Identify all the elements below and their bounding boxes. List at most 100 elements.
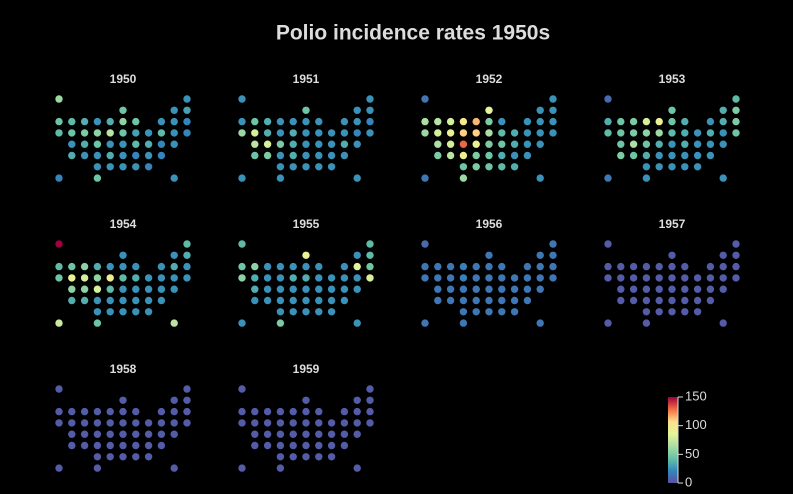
state-dot — [642, 319, 651, 327]
state-dot — [366, 419, 374, 427]
state-dot — [655, 296, 663, 305]
colorbar-tick-label: 50 — [685, 446, 699, 461]
state-dot — [302, 407, 310, 416]
state-dot — [732, 240, 740, 248]
state-dot — [366, 251, 374, 259]
state-dot — [353, 140, 361, 148]
state-dot — [263, 285, 272, 293]
state-dot — [536, 129, 544, 137]
state-dot — [144, 140, 153, 148]
state-dot — [132, 453, 140, 461]
state-dot — [93, 117, 102, 126]
state-dot — [327, 285, 336, 293]
state-dot — [510, 274, 519, 282]
state-dot — [434, 140, 442, 148]
state-dot — [719, 117, 727, 126]
state-dot — [353, 262, 361, 271]
state-dot — [238, 319, 246, 327]
state-dot — [459, 163, 468, 171]
state-dot — [523, 296, 532, 305]
state-dot — [523, 274, 532, 282]
state-dot — [459, 129, 468, 137]
state-dot — [617, 274, 625, 282]
state-dot — [157, 419, 166, 427]
state-dot — [68, 140, 76, 148]
state-dot — [263, 407, 272, 416]
state-dot — [472, 163, 480, 171]
state-dot — [315, 407, 323, 416]
state-dot — [68, 419, 76, 427]
state-dot — [106, 274, 114, 282]
state-dot — [263, 430, 272, 438]
state-dot — [340, 441, 349, 450]
state-dot — [629, 296, 638, 305]
state-dot — [617, 129, 625, 137]
state-dot — [459, 151, 468, 160]
state-dot — [251, 117, 259, 126]
state-dot — [472, 308, 480, 316]
state-dot — [681, 262, 689, 271]
state-dot — [366, 95, 374, 103]
state-dot — [183, 419, 191, 427]
state-dot — [642, 117, 651, 126]
state-dot — [693, 140, 702, 148]
state-dot — [132, 285, 140, 293]
state-dot — [106, 151, 114, 160]
state-dot — [251, 285, 259, 293]
state-dot — [485, 296, 493, 305]
state-dot — [366, 240, 374, 248]
state-dot — [157, 262, 166, 271]
state-dot — [421, 95, 429, 103]
state-dot — [68, 285, 76, 293]
state-dot — [183, 106, 191, 115]
state-dot — [668, 163, 676, 171]
state-dot — [183, 262, 191, 271]
state-dot — [93, 151, 102, 160]
state-dot — [668, 274, 676, 282]
state-dot — [263, 274, 272, 282]
state-dot — [93, 140, 102, 148]
state-dot — [315, 430, 323, 438]
state-dot — [170, 274, 178, 282]
state-dot — [132, 163, 140, 171]
state-dot — [289, 117, 297, 126]
state-dot — [549, 129, 557, 137]
state-dot — [629, 129, 638, 137]
state-dot — [523, 285, 532, 293]
state-dot — [289, 430, 297, 438]
state-dot — [498, 296, 506, 305]
state-dot — [693, 163, 702, 171]
state-dot — [719, 319, 727, 327]
state-dot — [183, 396, 191, 404]
state-dot — [80, 430, 89, 438]
state-dot — [276, 262, 285, 271]
state-dot — [523, 151, 532, 160]
state-dot — [55, 129, 63, 137]
state-dot — [549, 274, 557, 282]
state-dot — [144, 441, 153, 450]
state-dot — [706, 274, 715, 282]
state-dot — [170, 106, 178, 115]
state-dot — [617, 296, 625, 305]
state-dot — [693, 129, 702, 137]
state-dot — [668, 308, 676, 316]
state-dot — [421, 262, 429, 271]
state-dot — [536, 262, 544, 271]
state-dot — [617, 151, 625, 160]
state-dot — [642, 262, 651, 271]
state-dot — [485, 308, 493, 316]
state-dot — [106, 441, 114, 450]
state-dot — [302, 262, 310, 271]
state-dot — [144, 308, 153, 316]
state-dot — [170, 419, 178, 427]
state-dot — [119, 419, 127, 427]
state-dot — [276, 430, 285, 438]
state-dot — [642, 129, 651, 137]
state-dot — [315, 262, 323, 271]
state-dot — [421, 274, 429, 282]
state-dot — [251, 140, 259, 148]
state-dot — [302, 441, 310, 450]
state-dot — [170, 140, 178, 148]
state-dot — [80, 140, 89, 148]
